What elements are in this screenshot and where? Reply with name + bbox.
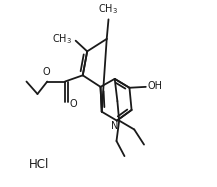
Text: O: O <box>69 99 77 109</box>
Text: CH$_3$: CH$_3$ <box>52 32 72 46</box>
Text: OH: OH <box>148 81 163 91</box>
Text: HCl: HCl <box>29 159 49 171</box>
Text: CH$_3$: CH$_3$ <box>99 2 118 16</box>
Text: N: N <box>111 122 118 131</box>
Text: O: O <box>43 67 50 77</box>
